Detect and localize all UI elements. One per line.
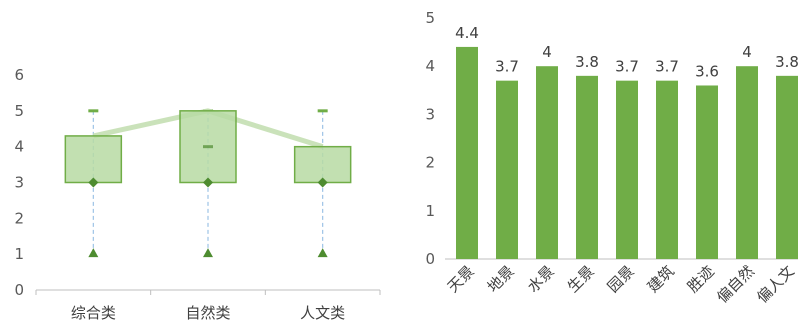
y-tick-label: 3 (14, 174, 24, 192)
min-marker (203, 248, 213, 258)
bar (776, 75, 798, 259)
median-marker (88, 177, 99, 188)
bar-data-label: 3.8 (775, 53, 798, 71)
x-category-label: 生景 (564, 262, 598, 296)
x-category-label: 综合类 (71, 304, 116, 322)
bar (536, 66, 558, 259)
bar-data-label: 3.8 (575, 53, 599, 71)
bar (576, 75, 598, 259)
bar (496, 80, 518, 259)
y-tick-label: 3 (425, 105, 435, 123)
y-tick-label: 6 (14, 66, 24, 84)
box-rect (64, 135, 123, 184)
x-category-label: 自然类 (185, 304, 230, 322)
y-tick-label: 0 (14, 281, 24, 299)
bar (456, 46, 478, 259)
x-category-label: 偏自然 (713, 262, 758, 307)
y-tick-label: 5 (425, 9, 435, 27)
bar-data-label: 3.7 (655, 58, 679, 76)
bar-data-label: 4 (742, 43, 752, 61)
y-tick-label: 1 (14, 245, 24, 263)
min-marker (317, 248, 328, 258)
x-category-label: 地景 (484, 262, 518, 296)
bar-data-label: 4 (542, 43, 552, 61)
median-marker (317, 177, 328, 188)
x-category-label: 水景 (524, 262, 558, 296)
x-category-label: 胜迹 (684, 262, 718, 296)
bar (616, 80, 638, 259)
bar (656, 80, 678, 259)
bar-data-label: 3.6 (695, 62, 719, 80)
bar (736, 66, 758, 259)
y-tick-label: 2 (14, 209, 24, 227)
y-tick-label: 1 (425, 202, 435, 220)
x-category-label: 建筑 (644, 262, 678, 296)
median-marker (203, 177, 213, 188)
x-category-label: 天景 (444, 262, 478, 296)
y-tick-label: 2 (425, 154, 435, 172)
bar (696, 85, 718, 259)
bar-data-label: 4.4 (455, 24, 479, 42)
bar-data-label: 3.7 (495, 58, 519, 76)
box-rect (293, 145, 352, 184)
x-category-label: 偏人文 (753, 262, 798, 307)
box-plot-chart: 0 1 2 3 4 5 6 综合类 自然类 人文类 (14, 66, 381, 322)
y-tick-label: 0 (425, 250, 435, 268)
y-tick-label: 5 (14, 102, 24, 120)
y-tick-label: 4 (14, 138, 24, 156)
x-category-label: 人文类 (300, 304, 345, 322)
min-marker (88, 248, 99, 258)
x-category-label: 园景 (604, 262, 638, 296)
bar-data-label: 3.7 (615, 58, 639, 76)
y-tick-label: 4 (425, 57, 435, 75)
